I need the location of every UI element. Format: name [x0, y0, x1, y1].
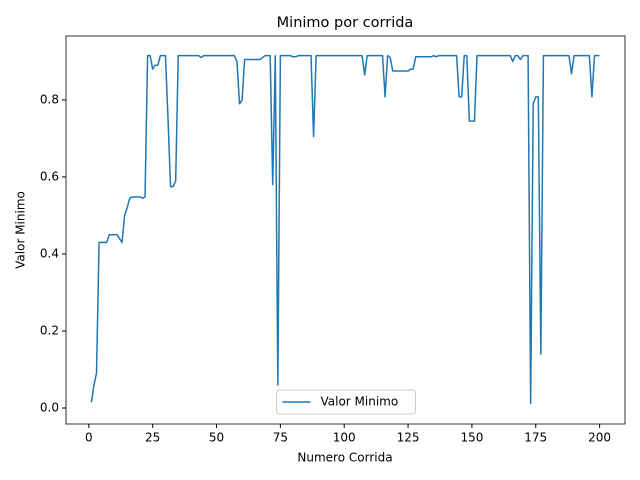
data-line	[90, 54, 600, 405]
chart-title: Minimo por corrida	[277, 15, 414, 31]
x-axis-label: Numero Corrida	[297, 451, 392, 465]
x-tick-label: 200	[588, 431, 611, 445]
legend-box	[276, 389, 416, 415]
x-tick-label: 0	[85, 431, 93, 445]
x-tick-label: 25	[145, 431, 160, 445]
x-tick-label: 125	[397, 431, 420, 445]
x-tick-label: 175	[524, 431, 547, 445]
x-tick-label: 50	[209, 431, 224, 445]
y-axis-label: Valor Minimo	[14, 191, 28, 269]
plot-frame	[65, 35, 626, 425]
y-tick-label: 0.0	[40, 401, 59, 415]
x-tick-label: 150	[460, 431, 483, 445]
y-tick-label: 0.4	[40, 246, 59, 260]
legend-label: Valor Minimo	[321, 395, 399, 409]
x-tick-label: 100	[333, 431, 356, 445]
x-tick-label: 75	[273, 431, 288, 445]
y-tick-label: 0.8	[40, 92, 59, 106]
y-tick-label: 0.6	[40, 169, 59, 183]
y-tick-label: 0.2	[40, 323, 59, 337]
